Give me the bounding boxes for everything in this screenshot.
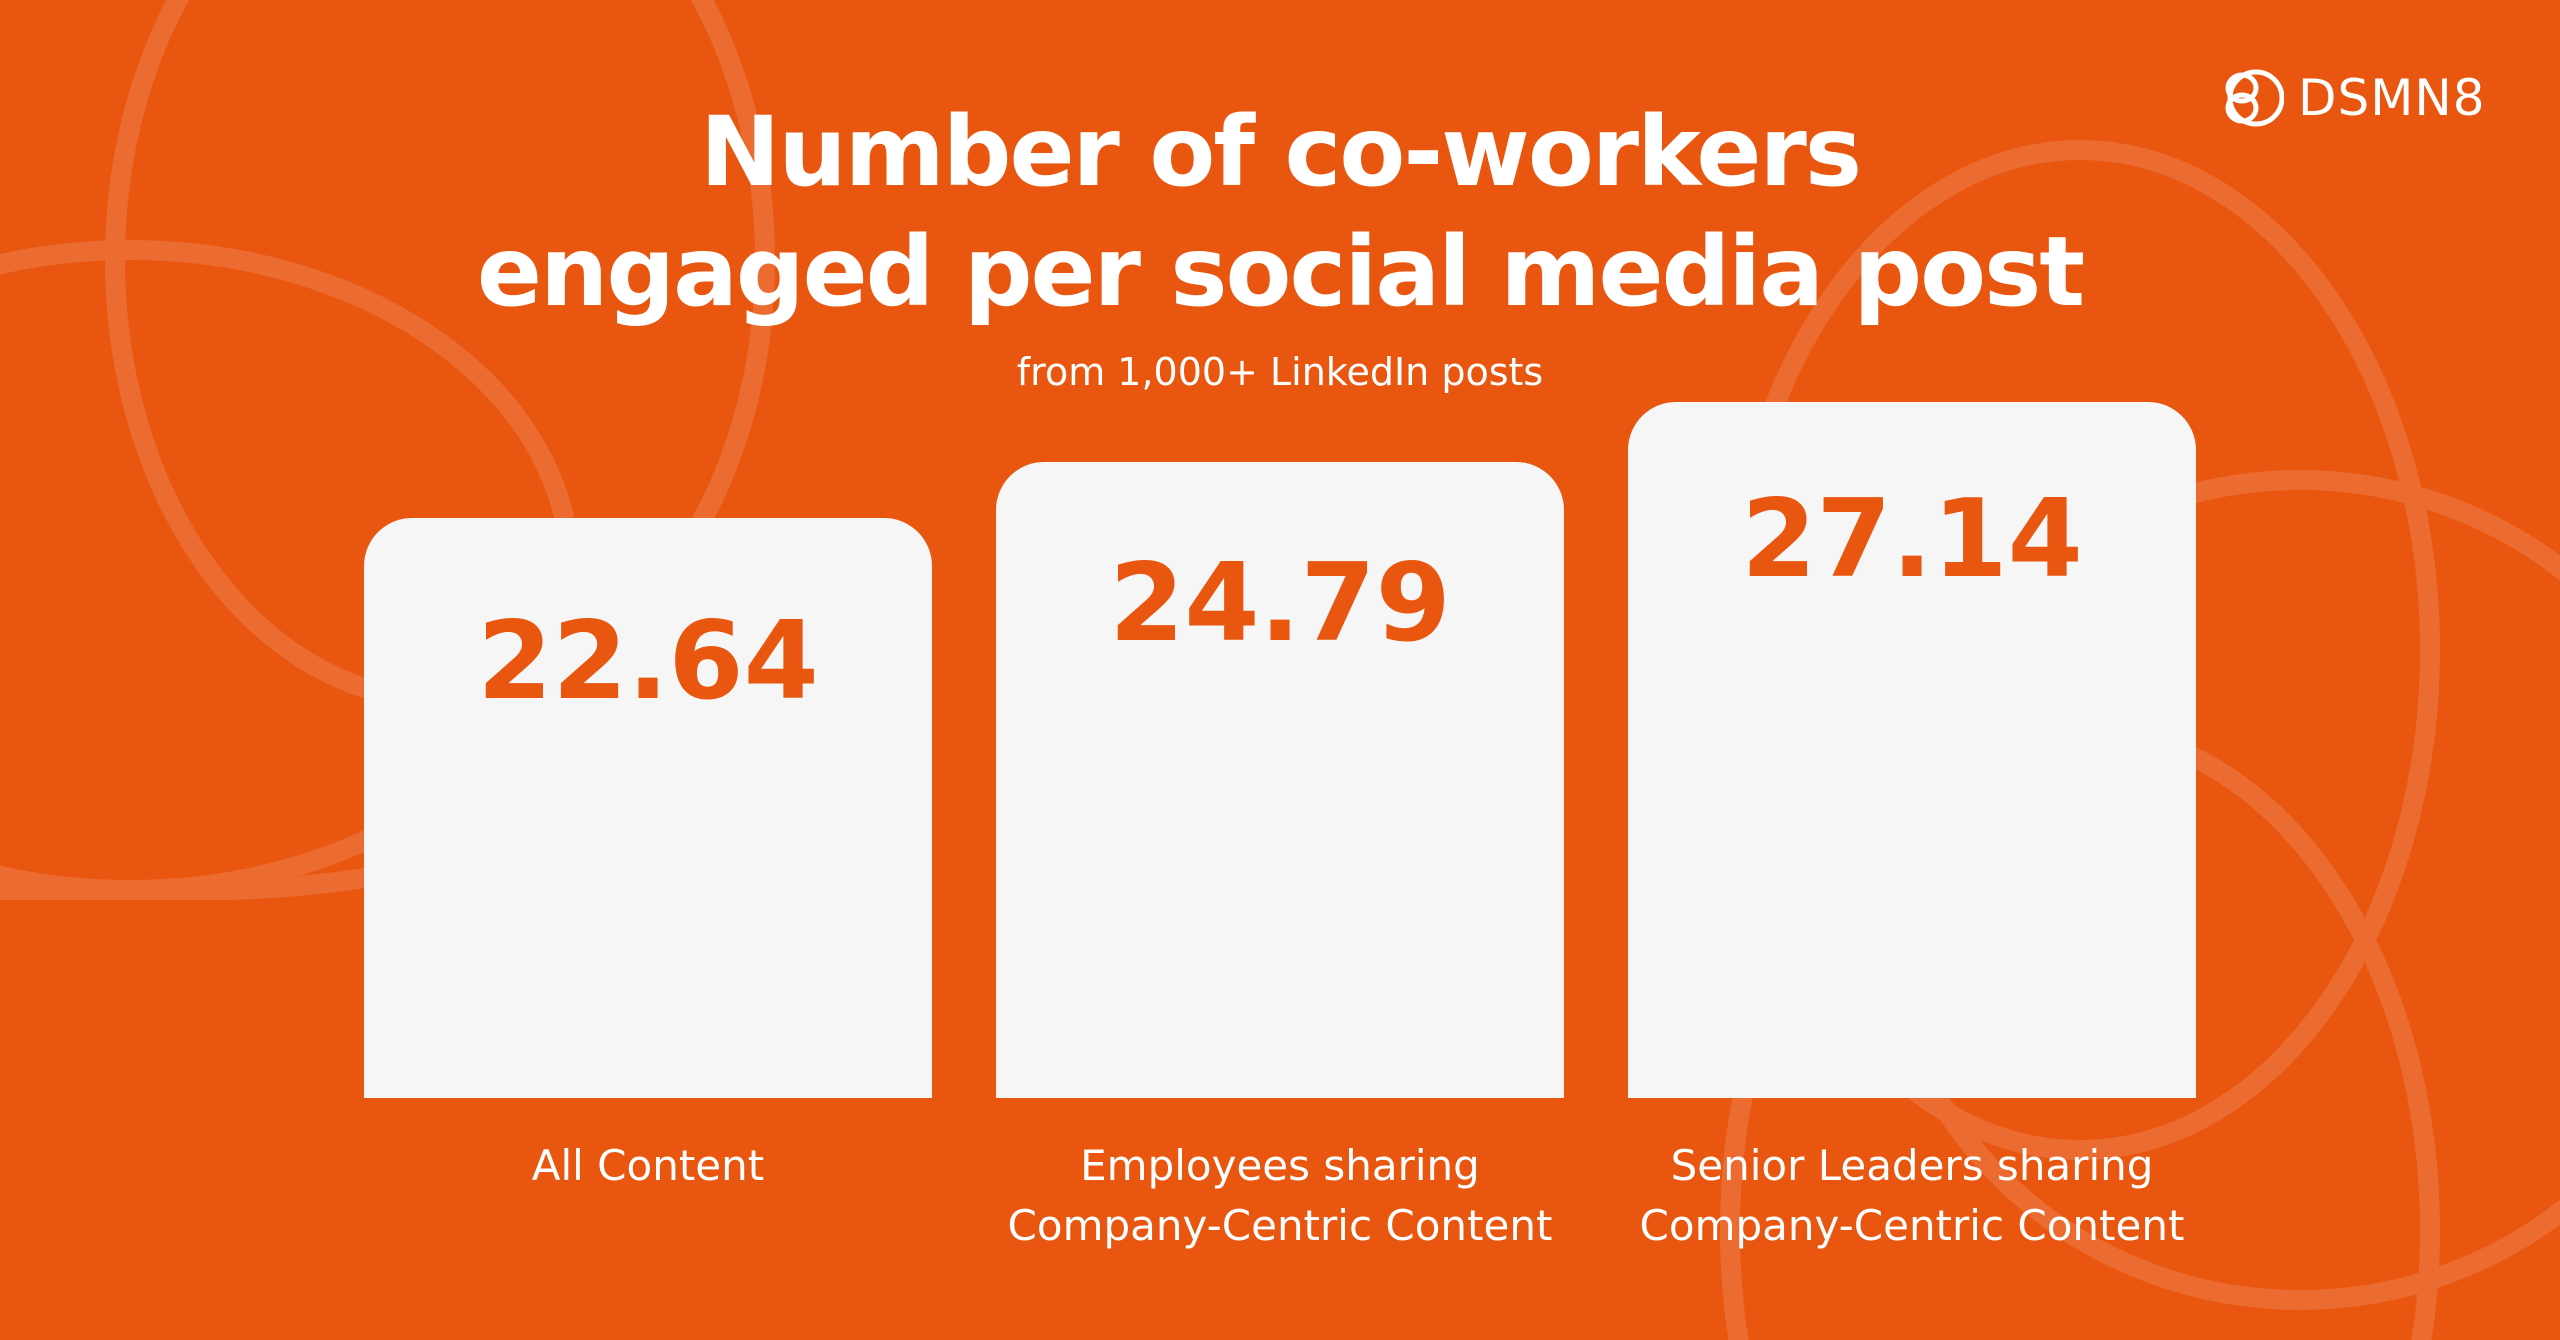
- bar-label-all-content: All Content: [364, 1136, 932, 1196]
- label-line-1: All Content: [531, 1141, 765, 1190]
- bar-employees-sharing: 24.79: [996, 462, 1564, 1098]
- title-line-1: Number of co-workers: [700, 96, 1862, 208]
- bar-senior-leaders-sharing: 27.14: [1628, 402, 2196, 1098]
- dsmn8-logo: DSMN8: [2220, 66, 2486, 130]
- chart-title: Number of co-workers engaged per social …: [0, 92, 2560, 332]
- label-line-2: Company-Centric Content: [1639, 1201, 2185, 1250]
- title-line-2: engaged per social media post: [476, 216, 2085, 328]
- bar-value: 22.64: [477, 599, 819, 724]
- bar-value: 27.14: [1741, 477, 2083, 602]
- label-line-1: Employees sharing: [1080, 1141, 1480, 1190]
- bar-value: 24.79: [1109, 541, 1451, 666]
- bar-all-content: 22.64: [364, 518, 932, 1098]
- label-line-2: Company-Centric Content: [1007, 1201, 1553, 1250]
- bar-label-employees-sharing: Employees sharing Company-Centric Conten…: [966, 1136, 1594, 1256]
- label-line-1: Senior Leaders sharing: [1670, 1141, 2154, 1190]
- interlocking-rings-icon: [2225, 69, 2284, 127]
- bar-label-senior-leaders-sharing: Senior Leaders sharing Company-Centric C…: [1598, 1136, 2226, 1256]
- brand-name: DSMN8: [2298, 69, 2486, 127]
- chart-subtitle: from 1,000+ LinkedIn posts: [1016, 350, 1544, 394]
